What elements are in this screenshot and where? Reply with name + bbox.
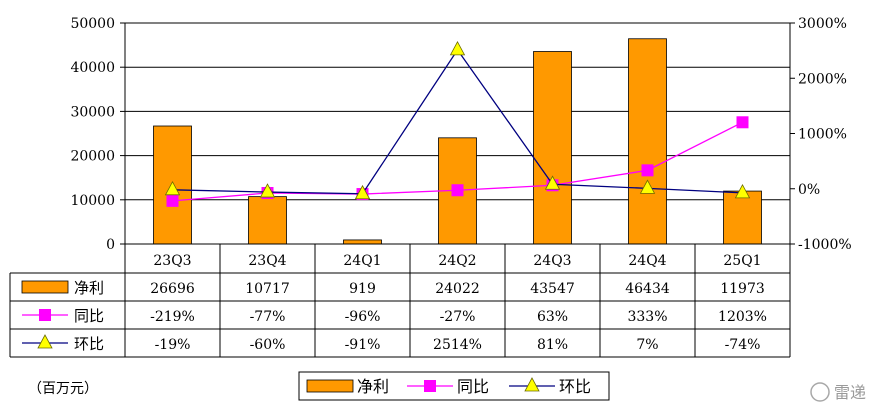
- right-tick-label: -1000%: [798, 237, 852, 253]
- table-cell: 1203%: [718, 309, 767, 325]
- right-axis: -1000% 0% 1000% 2000% 3000%: [790, 16, 852, 253]
- category-label: 24Q3: [533, 253, 571, 269]
- right-tick-label: 1000%: [798, 127, 847, 143]
- left-tick-label: 50000: [70, 16, 115, 32]
- row-label: 净利: [74, 279, 104, 297]
- table-cell: -74%: [725, 337, 761, 353]
- table-cell: 63%: [537, 309, 568, 325]
- table-cell: -60%: [250, 337, 286, 353]
- category-label: 23Q3: [153, 253, 191, 269]
- table-cell: -219%: [150, 309, 195, 325]
- line-series: [164, 41, 751, 207]
- left-axis: 0 10000 20000 30000 40000 50000: [70, 16, 125, 253]
- bar-24q3: [533, 51, 572, 245]
- qoq-point-25q1: [734, 183, 751, 199]
- watermark-icon: [810, 382, 830, 402]
- row-label: 同比: [74, 307, 104, 325]
- table-cell: 10717: [245, 281, 290, 297]
- table-cell: -96%: [345, 309, 381, 325]
- qoq-point-24q1: [354, 184, 371, 200]
- legend-label-bar: 净利: [357, 377, 389, 396]
- yoy-point-23q3: [166, 194, 179, 207]
- table-cell: 46434: [625, 281, 670, 297]
- watermark-text: 雷递: [834, 383, 866, 402]
- legend-key-yoy-marker: [424, 380, 436, 392]
- table-cell: -91%: [345, 337, 381, 353]
- category-label: 25Q1: [723, 253, 761, 269]
- bar-24q1: [343, 239, 382, 245]
- legend-label-qoq: 环比: [559, 377, 591, 396]
- legend-label-yoy: 同比: [457, 377, 489, 396]
- qoq-point-24q2: [449, 41, 466, 56]
- bar-series: [153, 38, 762, 245]
- watermark: 雷递: [810, 382, 866, 402]
- right-tick-label: 0%: [798, 182, 820, 198]
- category-label: 24Q4: [628, 253, 666, 269]
- yoy-point-25q1: [736, 116, 749, 129]
- yoy-row-key-marker: [39, 309, 51, 321]
- data-table: 23Q3 23Q4 24Q1 24Q2 24Q3 24Q4 25Q1 净利 26696 10717…: [9, 244, 791, 358]
- table-cell: 24022: [435, 281, 480, 297]
- bar-23q4: [248, 196, 287, 245]
- left-tick-label: 30000: [70, 104, 115, 120]
- left-tick-label: 40000: [70, 60, 115, 76]
- row-label: 环比: [74, 335, 104, 353]
- table-cell: 11973: [720, 281, 765, 297]
- table-cell: -19%: [155, 337, 191, 353]
- bar-25q1: [723, 190, 762, 245]
- table-cell: 7%: [636, 337, 658, 353]
- table-cell: -77%: [250, 309, 286, 325]
- bar-24q4: [628, 38, 667, 245]
- left-tick-label: 10000: [70, 193, 115, 209]
- table-cell: 81%: [537, 337, 568, 353]
- qoq-point-23q3: [164, 180, 181, 196]
- left-tick-label: 20000: [70, 149, 115, 165]
- table-cell: 43547: [530, 281, 575, 297]
- yoy-point-24q4: [641, 164, 654, 177]
- legend-key-qoq-marker: [524, 377, 540, 392]
- qoq-point-24q3: [544, 175, 561, 190]
- table-cell: 2514%: [433, 337, 482, 353]
- yoy-point-24q2: [451, 184, 464, 197]
- right-tick-label: 2000%: [798, 71, 847, 87]
- category-label: 24Q2: [438, 253, 476, 269]
- category-label: 24Q1: [343, 253, 381, 269]
- qoq-point-23q4: [259, 183, 276, 198]
- legend-key-bar: [306, 379, 354, 393]
- legend: 净利 同比 环比: [298, 371, 610, 401]
- table-cell: 26696: [150, 281, 195, 297]
- left-tick-label: 0: [106, 237, 115, 253]
- table-cell: 919: [349, 281, 376, 297]
- table-cell: 333%: [627, 309, 667, 325]
- bar-row-key: [21, 280, 69, 294]
- right-tick-label: 3000%: [798, 16, 847, 32]
- qoq-row-key-marker: [37, 334, 53, 349]
- category-label: 23Q4: [248, 253, 286, 269]
- table-cell: -27%: [440, 309, 476, 325]
- qoq-point-24q4: [639, 179, 656, 194]
- unit-label: （百万元）: [28, 381, 98, 397]
